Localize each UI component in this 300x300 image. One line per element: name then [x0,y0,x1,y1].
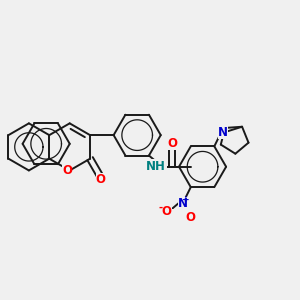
Text: +: + [182,195,190,204]
Text: N: N [178,196,188,210]
Text: N: N [218,126,228,139]
Text: O: O [167,136,177,149]
Text: O: O [186,211,196,224]
Text: -: - [158,202,163,213]
Text: NH: NH [146,160,165,173]
Text: O: O [96,173,106,186]
Text: O: O [162,205,172,218]
Text: O: O [62,164,72,177]
